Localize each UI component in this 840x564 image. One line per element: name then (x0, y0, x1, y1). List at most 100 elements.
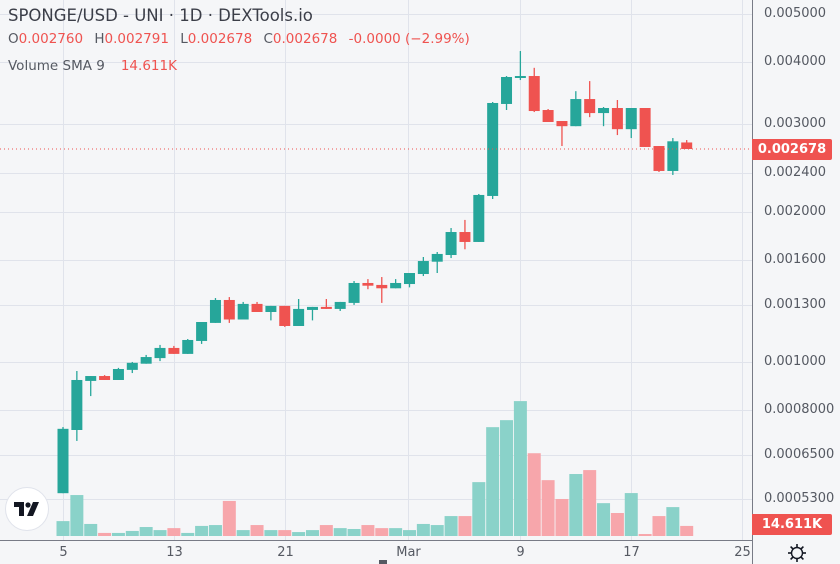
candle-body (598, 108, 610, 114)
chart-legend: SPONGE/USD - UNI · 1D · DEXTools.io O0.0… (8, 6, 477, 74)
candle-body (653, 146, 665, 171)
tradingview-logo-icon (14, 502, 39, 516)
volume-bar (375, 528, 389, 536)
candle-body (209, 299, 221, 323)
volume-bar (167, 528, 181, 536)
candle-body (140, 357, 152, 364)
candle-body (404, 273, 415, 285)
volume-bar (430, 525, 444, 536)
time-axis-label: 25 (734, 545, 751, 560)
candle-body (334, 301, 346, 309)
volume-bar (139, 527, 153, 536)
volume-bar (624, 493, 638, 536)
volume-legend[interactable]: Volume SMA 9 14.611K (8, 58, 477, 74)
grid (0, 0, 752, 540)
candle-body (348, 282, 360, 303)
open-label: O (8, 31, 19, 47)
candle-body (57, 428, 69, 494)
candle-body (362, 282, 374, 286)
volume-bar (638, 534, 652, 536)
candle-body (528, 76, 540, 112)
volume-bar (347, 528, 361, 536)
candle-body (445, 232, 457, 256)
volume-bar (403, 530, 416, 536)
time-axis-label: 9 (516, 545, 525, 560)
candles (57, 51, 693, 494)
volume-bar (70, 495, 84, 536)
open-value: 0.002760 (18, 31, 84, 47)
volume-bar (472, 482, 486, 536)
volume-bar (84, 523, 98, 536)
candle-body (279, 305, 291, 326)
volume-bar (236, 530, 250, 536)
volume-indicator-label: Volume SMA 9 (8, 58, 105, 74)
change-value: -0.0000 (−2.99%) (348, 31, 470, 47)
time-axis-label: 13 (166, 545, 183, 560)
volume-bar (153, 530, 167, 536)
volume-bar (278, 530, 292, 536)
price-axis-label: 0.001000 (764, 353, 827, 369)
volume-bar (458, 516, 472, 536)
gear-icon[interactable] (787, 543, 807, 563)
close-value: 0.002678 (272, 31, 338, 47)
candle-body (667, 141, 679, 171)
volume-bar (680, 525, 694, 536)
volume-bar (264, 530, 278, 536)
candle-body (168, 347, 180, 354)
candle-body (71, 379, 83, 431)
candle-body (251, 303, 263, 312)
candle-body (154, 347, 166, 359)
tradingview-logo[interactable] (5, 487, 49, 531)
volume-bar (500, 420, 514, 536)
candle-body (390, 282, 402, 289)
candle-body (306, 306, 318, 310)
volume-bar (541, 480, 555, 536)
time-scroll-marker[interactable] (379, 560, 387, 564)
candle-body (112, 368, 124, 380)
price-axis-label: 0.001300 (764, 296, 827, 312)
price-axis-label: 0.002400 (764, 164, 827, 180)
volume-bar (319, 525, 333, 536)
candle-body (556, 121, 568, 127)
price-axis-label: 0.001600 (764, 251, 827, 267)
candle-body (584, 99, 596, 114)
volume-bar (98, 532, 112, 536)
candle-body (85, 376, 97, 381)
volume-bar (111, 532, 125, 536)
time-axis-label: 17 (623, 545, 640, 560)
volume-bar (527, 453, 541, 536)
volume-bar (195, 525, 209, 536)
candle-body (126, 362, 138, 370)
candle-body (99, 376, 111, 380)
close-label: C (263, 31, 273, 47)
volume-bar (666, 507, 680, 536)
low-label: L (180, 31, 188, 47)
price-axis-label: 0.005000 (764, 5, 827, 21)
time-axis-label: 5 (59, 545, 68, 560)
ohlc-readout: O0.002760 H0.002791 L0.002678 C0.002678 … (8, 31, 477, 47)
volume-bar (208, 525, 222, 536)
candle-body (182, 339, 194, 354)
volume-indicator-value: 14.611K (120, 58, 177, 74)
candle-body (265, 305, 277, 312)
price-axis-label: 0.002000 (764, 203, 827, 219)
time-axis-label: 21 (277, 545, 294, 560)
price-axis-label: 0.0006500 (764, 446, 835, 462)
volume-bar (583, 470, 597, 536)
price-axis-label: 0.0005300 (764, 490, 835, 506)
volume-bar (597, 503, 611, 536)
volume-bar (361, 525, 375, 536)
volume-bar (305, 530, 319, 536)
candle-body (542, 110, 554, 123)
volume-bar (333, 528, 347, 536)
candle-body (293, 308, 305, 326)
volume-bar (444, 516, 458, 536)
candle-body (431, 253, 443, 262)
price-axis-label: 0.0008000 (764, 401, 835, 417)
candle-body (320, 306, 332, 309)
volume-bar (486, 427, 500, 536)
volume-bar (652, 516, 666, 536)
volume-bar (389, 528, 403, 536)
candle-body (459, 232, 471, 242)
